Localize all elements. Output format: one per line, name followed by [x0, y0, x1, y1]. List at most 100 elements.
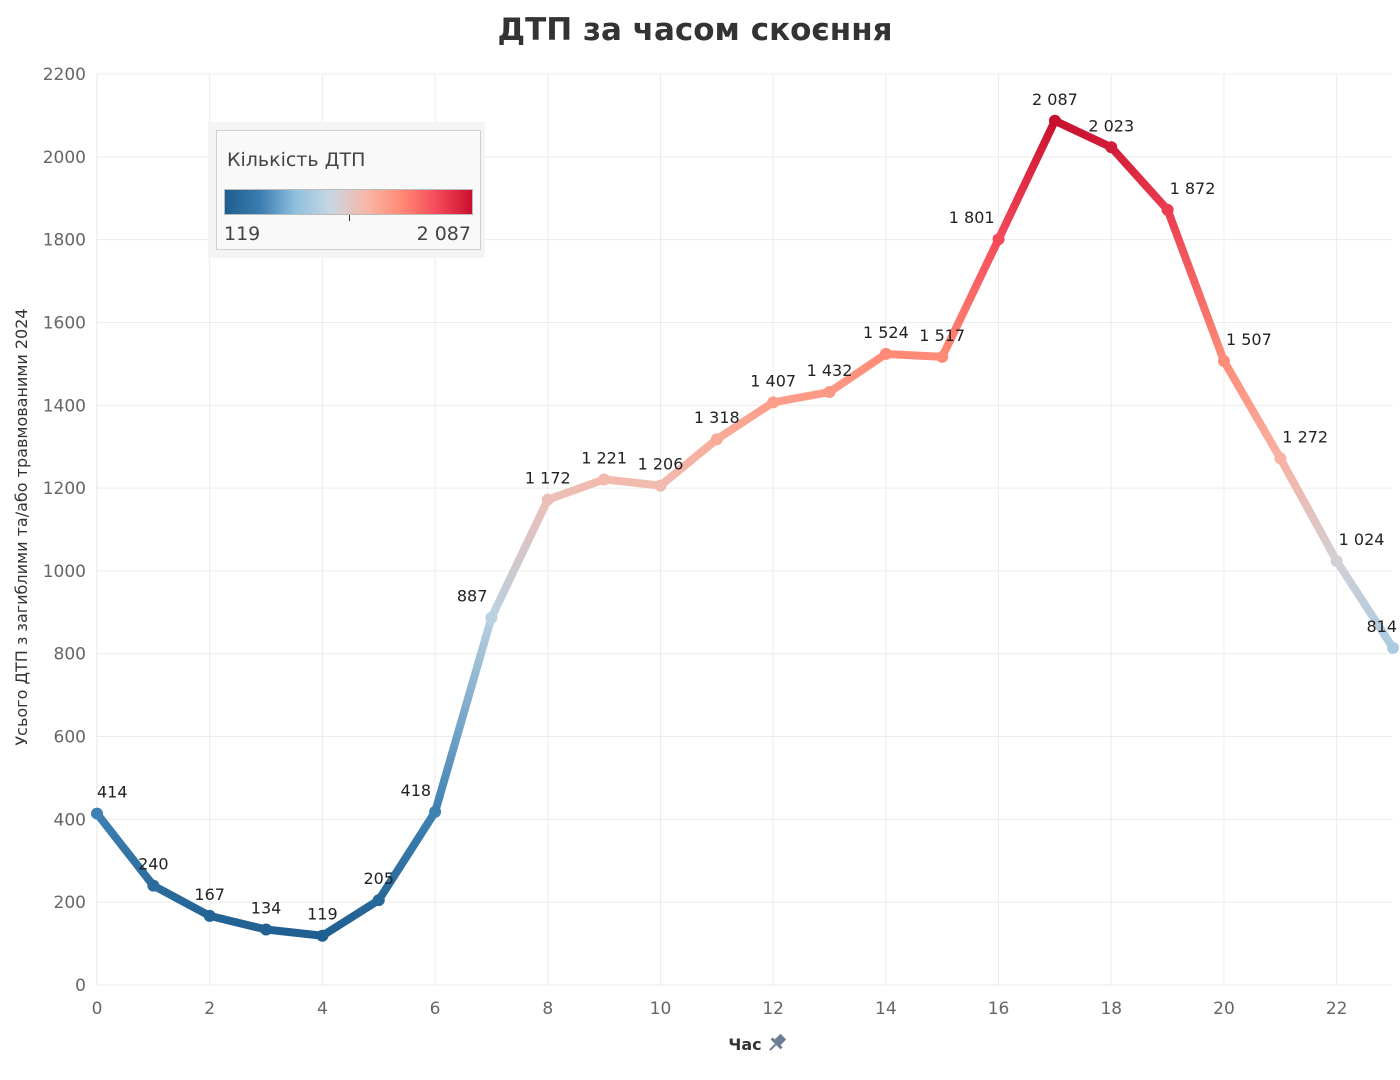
- data-label: 167: [194, 885, 225, 904]
- x-axis-title[interactable]: Час: [728, 1035, 761, 1054]
- y-tick-label: 1200: [43, 479, 86, 499]
- x-tick-label: 20: [1213, 999, 1235, 1019]
- y-tick-label: 1800: [43, 231, 86, 251]
- line-segment: [881, 349, 947, 361]
- data-label: 414: [97, 783, 128, 802]
- legend-color-ramp: [224, 189, 473, 215]
- x-tick-label: 16: [988, 999, 1010, 1019]
- y-tick-label: 2000: [43, 148, 86, 168]
- data-label: 119: [307, 905, 338, 924]
- data-point[interactable]: [147, 879, 160, 892]
- data-point[interactable]: [598, 473, 611, 486]
- color-legend[interactable]: Кількість ДТП 119 2 087: [208, 122, 485, 258]
- data-label: 1 407: [750, 371, 796, 390]
- data-point[interactable]: [1330, 554, 1343, 567]
- x-tick-label: 10: [650, 999, 672, 1019]
- data-point[interactable]: [260, 923, 273, 936]
- line-segment: [374, 807, 440, 905]
- data-point[interactable]: [203, 909, 216, 922]
- line-segment: [93, 809, 158, 890]
- line-segment: [600, 475, 665, 490]
- line-segment: [769, 388, 834, 407]
- line-segment: [656, 435, 721, 490]
- data-point[interactable]: [1217, 354, 1230, 367]
- data-label: 2 023: [1088, 116, 1134, 135]
- chart-title: ДТП за часом скоєння: [497, 12, 893, 48]
- data-point[interactable]: [485, 611, 498, 624]
- data-points: [91, 114, 1399, 942]
- legend-box: Кількість ДТП 119 2 087: [216, 130, 481, 250]
- line-segment: [205, 911, 271, 934]
- data-label: 887: [457, 587, 488, 606]
- x-tick-label: 12: [762, 999, 784, 1019]
- line-segment: [994, 116, 1059, 244]
- y-tick-label: 200: [54, 893, 86, 913]
- line-segment: [1163, 205, 1228, 365]
- line-segment: [262, 925, 327, 940]
- data-point[interactable]: [654, 479, 667, 492]
- y-tick-label: 600: [54, 728, 86, 748]
- series-line: [93, 116, 1397, 940]
- x-tick-label: 14: [875, 999, 897, 1019]
- y-tick-label: 2200: [43, 65, 86, 85]
- data-label: 418: [401, 781, 432, 800]
- data-label: 1 507: [1226, 330, 1272, 349]
- data-label: 2 087: [1032, 90, 1078, 109]
- y-axis-title: Усього ДТП з загиблими та/або травмовани…: [12, 308, 31, 745]
- line-segment: [938, 235, 1003, 361]
- gridlines: [96, 73, 1393, 986]
- pin-icon[interactable]: [765, 1032, 788, 1055]
- data-label: 1 206: [638, 455, 684, 474]
- data-label: 1 432: [807, 361, 853, 380]
- x-tick-label: 8: [542, 999, 553, 1019]
- data-label: 1 801: [949, 208, 995, 227]
- y-tick-label: 1000: [43, 562, 86, 582]
- data-point[interactable]: [879, 347, 892, 360]
- x-tick-label: 22: [1326, 999, 1348, 1019]
- line-segment: [1107, 143, 1172, 214]
- data-label: 1 272: [1282, 427, 1328, 446]
- legend-max-label: 2 087: [416, 223, 471, 245]
- line-segment: [431, 613, 496, 816]
- line-segment: [1276, 454, 1341, 565]
- data-point[interactable]: [91, 807, 103, 820]
- data-point[interactable]: [1274, 452, 1287, 465]
- y-tick-label: 400: [54, 810, 86, 830]
- legend-min-label: 119: [224, 223, 261, 245]
- x-tick-label: 6: [430, 999, 441, 1019]
- data-label: 1 872: [1170, 179, 1216, 198]
- line-segment: [149, 881, 214, 920]
- data-point[interactable]: [767, 396, 780, 409]
- y-tick-label: 0: [75, 976, 86, 996]
- data-point[interactable]: [429, 805, 442, 818]
- legend-midpoint-tick: [349, 215, 350, 221]
- data-point[interactable]: [541, 493, 554, 506]
- data-point[interactable]: [1048, 114, 1061, 127]
- y-tick-label: 1400: [43, 396, 86, 416]
- data-point[interactable]: [1387, 641, 1399, 654]
- data-point[interactable]: [1105, 141, 1118, 154]
- data-point[interactable]: [992, 233, 1005, 246]
- data-label: 814: [1366, 617, 1397, 636]
- data-point[interactable]: [372, 894, 385, 907]
- data-point[interactable]: [710, 433, 723, 446]
- x-tick-label: 18: [1100, 999, 1122, 1019]
- x-tick-label: 0: [92, 999, 103, 1019]
- line-segment: [318, 896, 383, 940]
- axes: 0200400600800100012001400160018002000220…: [43, 65, 1348, 1019]
- line-segment: [1332, 556, 1397, 652]
- data-label: 1 318: [694, 408, 740, 427]
- line-segment: [543, 475, 609, 504]
- legend-title: Кількість ДТП: [227, 149, 366, 171]
- data-point[interactable]: [316, 929, 329, 942]
- data-labels: 414 240 167 134 119 205 418 887 1 172 1 221 1 206 1…: [97, 90, 1397, 924]
- y-tick-label: 1600: [43, 313, 86, 333]
- data-point[interactable]: [823, 386, 836, 399]
- data-point[interactable]: [936, 350, 949, 363]
- data-label: 134: [251, 899, 282, 918]
- line-segment: [712, 398, 778, 444]
- line-segment: [1219, 356, 1285, 463]
- data-label: 240: [138, 855, 169, 874]
- data-point[interactable]: [1161, 203, 1174, 216]
- data-label: 1 024: [1339, 530, 1385, 549]
